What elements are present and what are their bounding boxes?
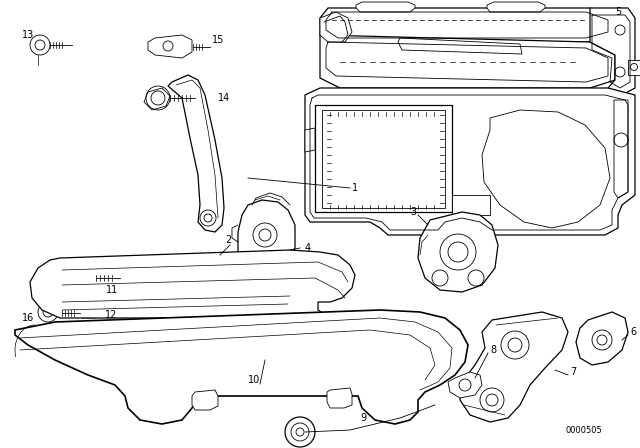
Text: 11: 11 — [106, 285, 118, 295]
Polygon shape — [418, 212, 498, 292]
Text: 4: 4 — [305, 243, 311, 253]
Text: 8: 8 — [490, 345, 496, 355]
Text: 5: 5 — [615, 7, 621, 17]
Polygon shape — [168, 75, 224, 232]
Polygon shape — [192, 390, 218, 410]
Text: 15: 15 — [212, 35, 225, 45]
Text: 16: 16 — [22, 313, 35, 323]
Text: 7: 7 — [570, 367, 576, 377]
Polygon shape — [327, 388, 352, 408]
Polygon shape — [460, 312, 568, 422]
Polygon shape — [320, 8, 615, 42]
Text: 1: 1 — [352, 183, 358, 193]
Text: 2: 2 — [225, 235, 231, 245]
Polygon shape — [238, 200, 295, 272]
Polygon shape — [487, 2, 545, 12]
Polygon shape — [356, 2, 415, 12]
Text: 13: 13 — [22, 30, 34, 40]
Polygon shape — [305, 88, 635, 235]
Polygon shape — [452, 195, 490, 215]
Text: 6: 6 — [630, 327, 636, 337]
Polygon shape — [15, 310, 468, 424]
Text: 14: 14 — [218, 93, 230, 103]
Polygon shape — [305, 128, 315, 152]
Text: 3: 3 — [410, 207, 416, 217]
Polygon shape — [320, 35, 615, 88]
Text: 10: 10 — [248, 375, 260, 385]
Polygon shape — [628, 60, 640, 75]
Polygon shape — [320, 12, 352, 42]
Text: 0000505: 0000505 — [565, 426, 602, 435]
Polygon shape — [614, 100, 628, 198]
Polygon shape — [322, 110, 445, 208]
Polygon shape — [448, 372, 482, 398]
Text: 12: 12 — [105, 310, 117, 320]
Polygon shape — [315, 105, 452, 212]
Polygon shape — [482, 110, 610, 228]
Text: 9: 9 — [360, 413, 366, 423]
Polygon shape — [398, 38, 522, 54]
Polygon shape — [590, 8, 635, 95]
Polygon shape — [576, 312, 628, 365]
Polygon shape — [30, 250, 355, 338]
Polygon shape — [148, 35, 192, 58]
